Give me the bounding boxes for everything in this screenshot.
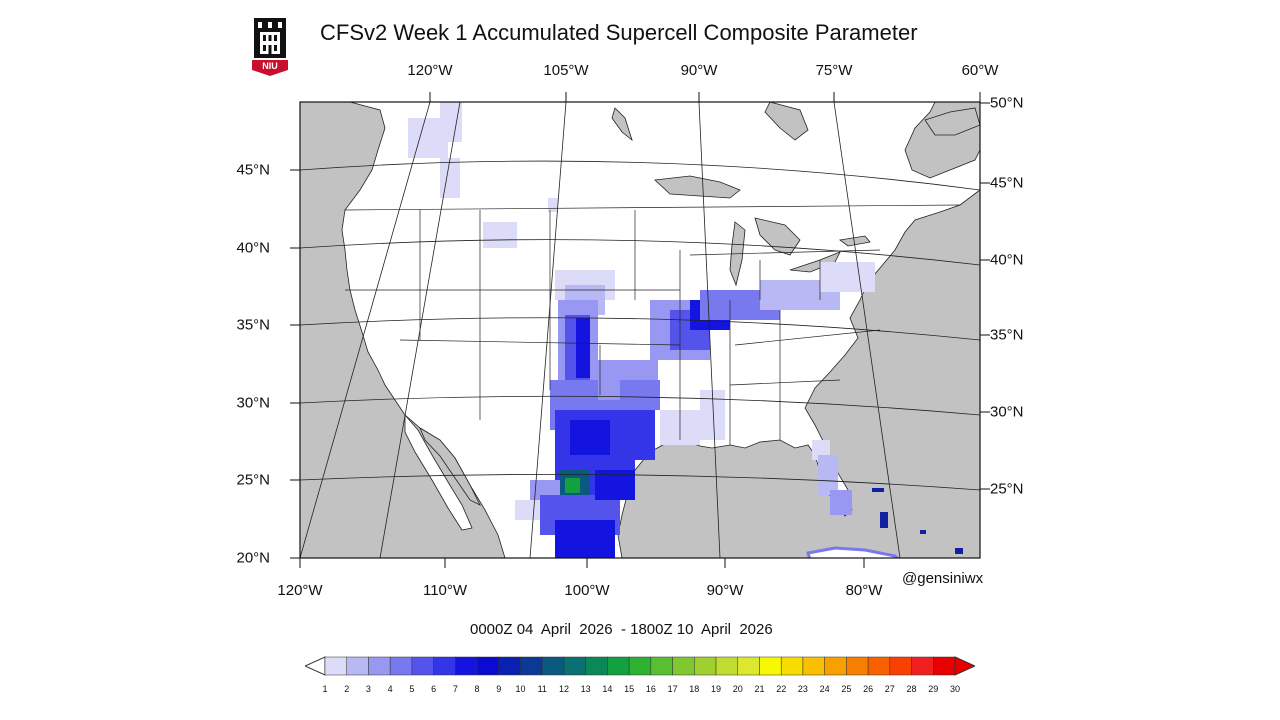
author-credit: @gensiniwx <box>902 570 984 587</box>
right-lat-label: 25°N <box>990 480 1024 498</box>
colorbar-swatch <box>498 656 521 676</box>
colorbar-label: 17 <box>667 684 678 694</box>
colorbar-swatch <box>672 656 695 676</box>
colorbar-label: 8 <box>474 684 480 694</box>
right-lat-label: 30°N <box>990 403 1024 421</box>
colorbar-swatch <box>846 656 869 676</box>
colorbar-label: 13 <box>580 684 591 694</box>
colorbar-label: 15 <box>624 684 635 694</box>
colorbar-label: 12 <box>558 684 569 694</box>
colorbar-swatch <box>650 656 673 676</box>
colorbar-label: 27 <box>884 684 895 694</box>
date-range: 0000Z 04 April 2026 - 1800Z 10 April 202… <box>470 621 773 638</box>
colorbar-label: 1 <box>322 684 328 694</box>
colorbar <box>305 656 975 676</box>
colorbar-label: 6 <box>431 684 437 694</box>
colorbar-label: 29 <box>928 684 939 694</box>
colorbar-label: 10 <box>515 684 526 694</box>
colorbar-swatch <box>368 656 391 676</box>
colorbar-label: 9 <box>496 684 502 694</box>
colorbar-label: 19 <box>711 684 722 694</box>
colorbar-swatch <box>433 656 456 676</box>
colorbar-high-arrow <box>954 656 975 676</box>
colorbar-swatch <box>933 656 956 676</box>
colorbar-label: 16 <box>645 684 656 694</box>
left-lat-label: 30°N <box>236 394 270 412</box>
tick-marks <box>290 92 990 568</box>
left-lat-label: 25°N <box>236 471 270 489</box>
colorbar-label: 28 <box>906 684 917 694</box>
colorbar-swatch <box>389 656 413 676</box>
colorbar-swatch <box>694 656 717 676</box>
colorbar-swatch <box>824 656 847 676</box>
colorbar-label: 22 <box>776 684 787 694</box>
right-lat-label: 50°N <box>990 94 1024 112</box>
colorbar-swatch <box>585 656 608 676</box>
right-lat-label: 45°N <box>990 174 1024 192</box>
colorbar-swatch <box>411 656 434 676</box>
colorbar-label: 14 <box>602 684 613 694</box>
colorbar-label: 18 <box>689 684 700 694</box>
colorbar-swatch <box>607 656 630 676</box>
bottom-lon-label: 80°W <box>845 582 883 599</box>
colorbar-swatch <box>541 656 565 676</box>
colorbar-swatch <box>455 656 478 676</box>
land <box>300 102 980 558</box>
colorbar-label: 30 <box>949 684 961 694</box>
colorbar-label: 24 <box>819 684 830 694</box>
state-borders <box>344 204 961 445</box>
colorbar-label: 21 <box>754 684 765 694</box>
top-lon-label: 60°W <box>961 62 999 79</box>
colorbar-swatch <box>715 656 739 676</box>
colorbar-low-arrow <box>305 656 326 676</box>
colorbar-swatch <box>346 656 369 676</box>
colorbar-swatch <box>476 656 500 676</box>
colorbar-swatch <box>324 656 347 676</box>
colorbar-swatch <box>520 656 543 676</box>
bottom-lon-label: 120°W <box>277 582 323 599</box>
colorbar-label: 3 <box>365 684 371 694</box>
colorbar-swatch <box>759 656 782 676</box>
colorbar-swatch <box>889 656 912 676</box>
bottom-lon-label: 90°W <box>706 582 744 599</box>
top-lon-label: 90°W <box>680 62 718 79</box>
colorbar-label: 26 <box>863 684 874 694</box>
niu-logo: NIU <box>252 18 288 76</box>
colorbar-label: 23 <box>797 684 808 694</box>
top-lon-label: 105°W <box>543 62 589 79</box>
right-lat-label: 35°N <box>990 326 1024 344</box>
map-frame <box>299 101 981 559</box>
logo-text: NIU <box>262 61 278 71</box>
bottom-lon-label: 100°W <box>564 582 610 599</box>
colorbar-swatch <box>737 656 760 676</box>
colorbar-label: 5 <box>409 684 415 694</box>
left-lat-label: 40°N <box>236 239 270 257</box>
colorbar-swatch <box>780 656 804 676</box>
colorbar-label: 11 <box>537 684 547 694</box>
colorbar-swatch <box>802 656 825 676</box>
colorbar-label: 25 <box>841 684 852 694</box>
colorbar-swatch <box>628 656 652 676</box>
top-lon-label: 120°W <box>407 62 453 79</box>
top-lon-label: 75°W <box>815 62 853 79</box>
colorbar-label: 2 <box>344 684 350 694</box>
left-lat-label: 45°N <box>236 161 270 179</box>
map-title: CFSv2 Week 1 Accumulated Supercell Compo… <box>320 20 918 45</box>
bottom-lon-label: 110°W <box>422 582 468 599</box>
colorbar-swatch <box>911 656 934 676</box>
colorbar-swatch <box>867 656 891 676</box>
colorbar-label: 20 <box>732 684 743 694</box>
left-lat-label: 35°N <box>236 316 270 334</box>
right-lat-label: 40°N <box>990 251 1024 269</box>
colorbar-label: 7 <box>452 684 458 694</box>
colorbar-swatch <box>563 656 586 676</box>
colorbar-label: 4 <box>387 684 393 694</box>
left-lat-label: 20°N <box>236 549 270 567</box>
